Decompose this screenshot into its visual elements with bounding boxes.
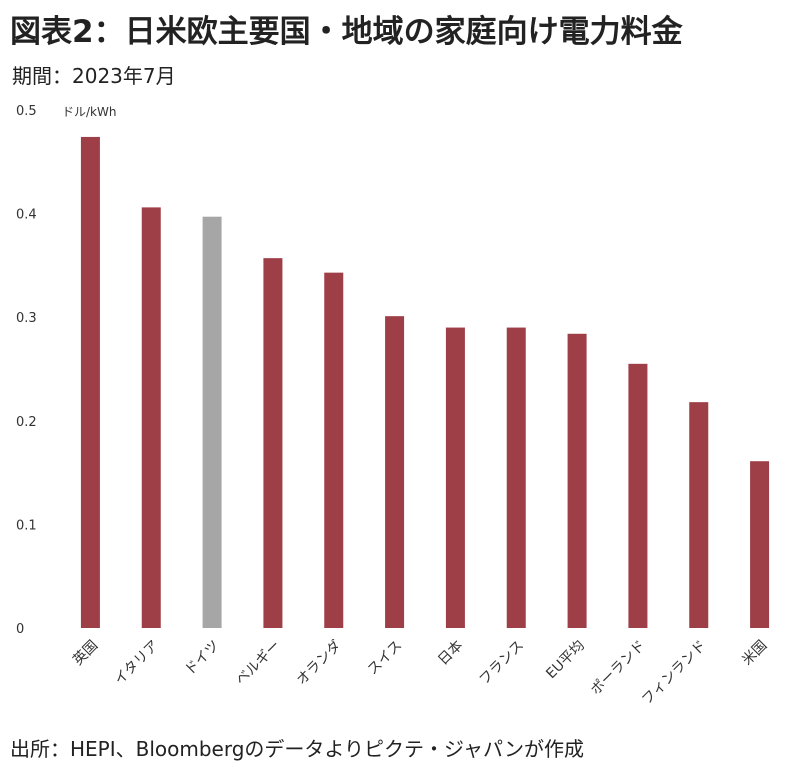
bar: [324, 272, 344, 628]
chart-title: 図表2：日米欧主要国・地域の家庭向け電力料金: [10, 14, 683, 50]
bar-chart: 0 0.1 0.2 0.3 0.4 0.5 ドル/kWh 英国 イタリア ドイツ ベルギー オラン…: [16, 104, 770, 708]
chart-period: 期間：2023年7月: [12, 64, 176, 88]
x-tick-label: 日本: [435, 638, 466, 669]
bar: [628, 363, 648, 628]
bar: [689, 402, 709, 628]
unit-label: ドル/kWh: [62, 105, 116, 119]
bar: [506, 327, 526, 628]
bar: [80, 136, 100, 628]
bars: [80, 136, 770, 628]
x-tick-label: スイス: [365, 638, 406, 679]
x-tick-label: ベルギー: [233, 638, 284, 689]
x-tick-label: ポーランド: [588, 638, 649, 699]
bar: [202, 216, 222, 628]
y-tick-label: 0: [16, 622, 24, 637]
y-tick-label: 0.5: [16, 104, 37, 119]
bar: [750, 461, 770, 628]
bar: [445, 327, 465, 628]
bar: [263, 258, 283, 628]
bar: [567, 333, 587, 628]
x-tick-label: ドイツ: [182, 638, 223, 679]
bar: [141, 207, 161, 628]
y-tick-label: 0.3: [16, 311, 37, 326]
y-tick-label: 0.2: [16, 415, 37, 430]
x-axis: 英国 イタリア ドイツ ベルギー オランダ スイス 日本 フランス EU平均 ポーランドフィンラン…: [69, 637, 770, 708]
x-tick-label: オランダ: [294, 638, 345, 689]
source-note: 出所：HEPI、Bloombergのデータよりピクテ・ジャパンが作成: [10, 737, 585, 761]
y-tick-label: 0.4: [16, 208, 37, 223]
y-tick-label: 0.1: [16, 518, 37, 533]
y-axis: 0 0.1 0.2 0.3 0.4 0.5: [16, 104, 37, 637]
x-tick-label: フィンランド: [639, 638, 710, 709]
x-tick-label: フランス: [476, 638, 527, 689]
x-tick-label: EU平均: [543, 638, 588, 683]
x-tick-label: イタリア: [112, 638, 163, 689]
x-tick-label: 米国: [739, 638, 770, 669]
x-tick-label: 英国: [69, 637, 101, 669]
bar: [385, 316, 405, 628]
